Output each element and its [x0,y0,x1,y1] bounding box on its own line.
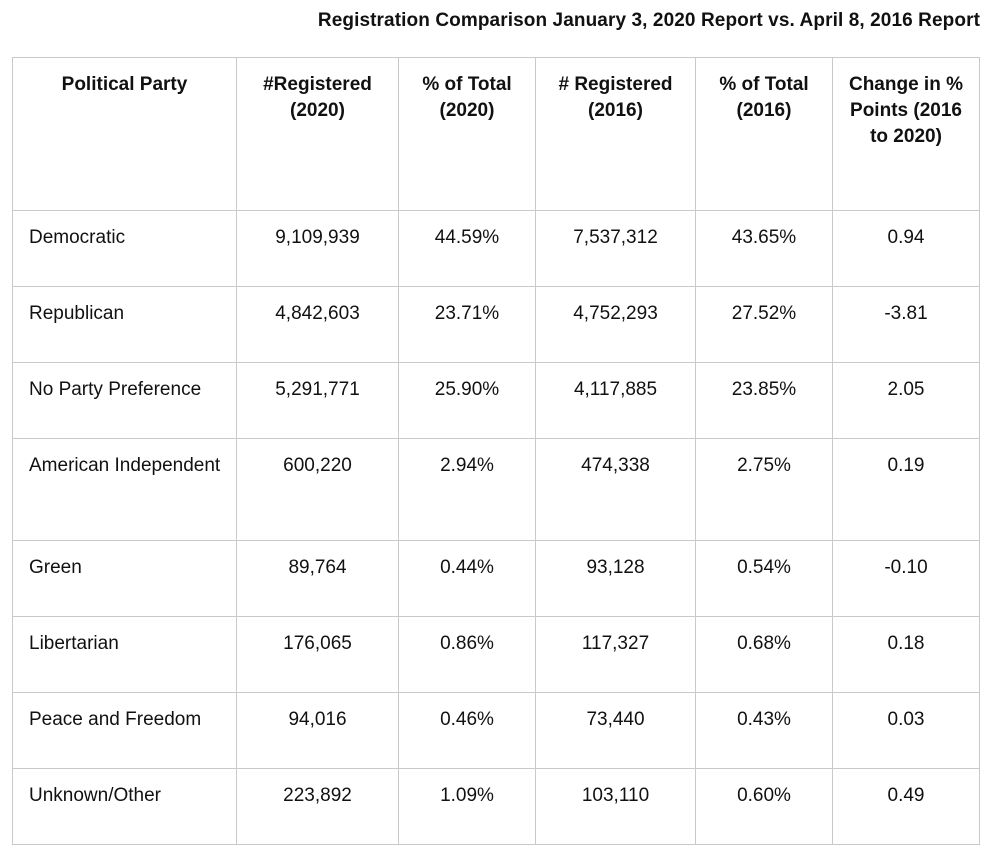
party-name-cell: American Independent [12,438,237,541]
change-points-cell: 0.18 [832,616,980,693]
change-points-cell: 0.94 [832,210,980,287]
percent-2016-cell: 0.68% [695,616,833,693]
percent-2020-cell: 2.94% [398,438,536,541]
percent-2020-cell: 0.46% [398,692,536,769]
percent-2016-cell: 23.85% [695,362,833,439]
percent-2020-cell: 0.86% [398,616,536,693]
registered-2020-cell: 176,065 [236,616,399,693]
table-caption: Registration Comparison January 3, 2020 … [317,10,980,31]
change-points-cell: 0.19 [832,438,980,541]
registered-2016-cell: 474,338 [535,438,696,541]
registered-2016-cell: 93,128 [535,540,696,617]
registered-2016-cell: 103,110 [535,768,696,845]
percent-2020-cell: 23.71% [398,286,536,363]
header-row: Political Party #Registered (2020) % of … [12,57,980,211]
table-row: Republican 4,842,603 23.71% 4,752,293 27… [12,286,980,363]
registered-2020-cell: 4,842,603 [236,286,399,363]
registration-table: Political Party #Registered (2020) % of … [12,57,980,845]
percent-2016-cell: 0.60% [695,768,833,845]
party-name-cell: Republican [12,286,237,363]
registered-2020-cell: 94,016 [236,692,399,769]
table-row: Unknown/Other 223,892 1.09% 103,110 0.60… [12,768,980,845]
table-row: Peace and Freedom 94,016 0.46% 73,440 0.… [12,692,980,769]
party-name-cell: Green [12,540,237,617]
registered-2020-cell: 600,220 [236,438,399,541]
registered-2020-cell: 89,764 [236,540,399,617]
party-name-cell: Libertarian [12,616,237,693]
change-points-cell: -0.10 [832,540,980,617]
registered-2016-cell: 7,537,312 [535,210,696,287]
party-name-cell: No Party Preference [12,362,237,439]
party-name-cell: Peace and Freedom [12,692,237,769]
table-row: Green 89,764 0.44% 93,128 0.54% -0.10 [12,540,980,617]
registered-2020-cell: 9,109,939 [236,210,399,287]
party-name-cell: Unknown/Other [12,768,237,845]
registered-2020-cell: 5,291,771 [236,362,399,439]
percent-2016-cell: 2.75% [695,438,833,541]
registered-2020-cell: 223,892 [236,768,399,845]
table-row: Libertarian 176,065 0.86% 117,327 0.68% … [12,616,980,693]
change-points-cell: 0.03 [832,692,980,769]
column-header-percent-total-2020: % of Total (2020) [398,57,536,211]
percent-2016-cell: 0.54% [695,540,833,617]
table-row: Democratic 9,109,939 44.59% 7,537,312 43… [12,210,980,287]
registered-2016-cell: 4,752,293 [535,286,696,363]
percent-2020-cell: 1.09% [398,768,536,845]
change-points-cell: 0.49 [832,768,980,845]
column-header-registered-2016: # Registered (2016) [535,57,696,211]
percent-2020-cell: 0.44% [398,540,536,617]
column-header-political-party: Political Party [12,57,237,211]
percent-2016-cell: 0.43% [695,692,833,769]
percent-2016-cell: 43.65% [695,210,833,287]
column-header-percent-total-2016: % of Total (2016) [695,57,833,211]
column-header-change-points: Change in % Points (2016 to 2020) [832,57,980,211]
party-name-cell: Democratic [12,210,237,287]
change-points-cell: 2.05 [832,362,980,439]
registered-2016-cell: 4,117,885 [535,362,696,439]
registered-2016-cell: 117,327 [535,616,696,693]
change-points-cell: -3.81 [832,286,980,363]
registered-2016-cell: 73,440 [535,692,696,769]
table-row: No Party Preference 5,291,771 25.90% 4,1… [12,362,980,439]
percent-2020-cell: 25.90% [398,362,536,439]
percent-2016-cell: 27.52% [695,286,833,363]
column-header-registered-2020: #Registered (2020) [236,57,399,211]
table-row: American Independent 600,220 2.94% 474,3… [12,438,980,541]
percent-2020-cell: 44.59% [398,210,536,287]
